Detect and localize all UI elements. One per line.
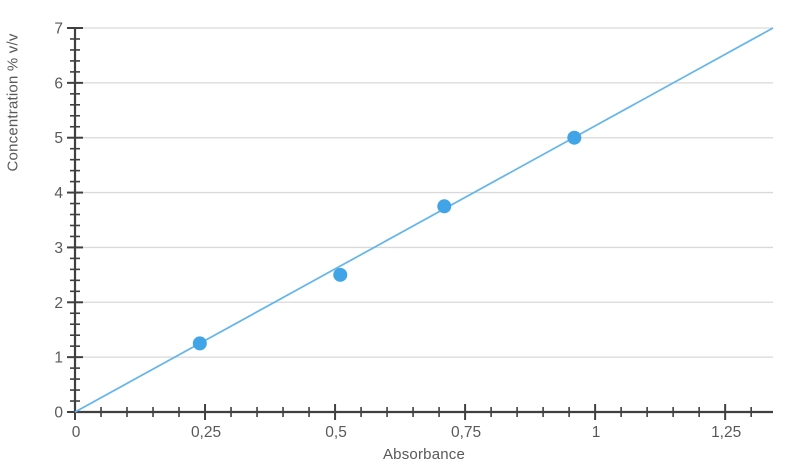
y-tick-label-6: 6 <box>54 75 63 92</box>
y-tick-label-2: 2 <box>54 295 63 312</box>
x-axis-title: Absorbance <box>0 446 798 463</box>
x-axis-title-text: Absorbance <box>382 446 466 463</box>
y-tick-label-0: 0 <box>54 405 63 422</box>
data-point <box>437 199 452 214</box>
y-tick-label-7: 7 <box>54 21 63 38</box>
y-axis-title-text: Concentration % v/v <box>4 33 22 172</box>
x-tick-label-1,25: 1,25 <box>711 424 741 441</box>
x-tick-label-0,75: 0,75 <box>451 424 481 441</box>
x-tick-label-0,5: 0,5 <box>325 424 347 441</box>
data-point <box>333 267 348 282</box>
y-axis-title: Concentration % v/v <box>5 33 22 171</box>
x-tick-label-0,25: 0,25 <box>191 424 221 441</box>
y-tick-label-4: 4 <box>54 185 63 202</box>
data-point <box>192 336 207 351</box>
x-tick-label-1: 1 <box>592 424 601 441</box>
y-tick-label-5: 5 <box>54 130 63 147</box>
x-tick-label-0: 0 <box>72 424 81 441</box>
trend-line <box>74 27 774 413</box>
y-tick-label-1: 1 <box>54 350 63 367</box>
data-point <box>567 130 582 145</box>
y-tick-label-3: 3 <box>54 240 63 257</box>
